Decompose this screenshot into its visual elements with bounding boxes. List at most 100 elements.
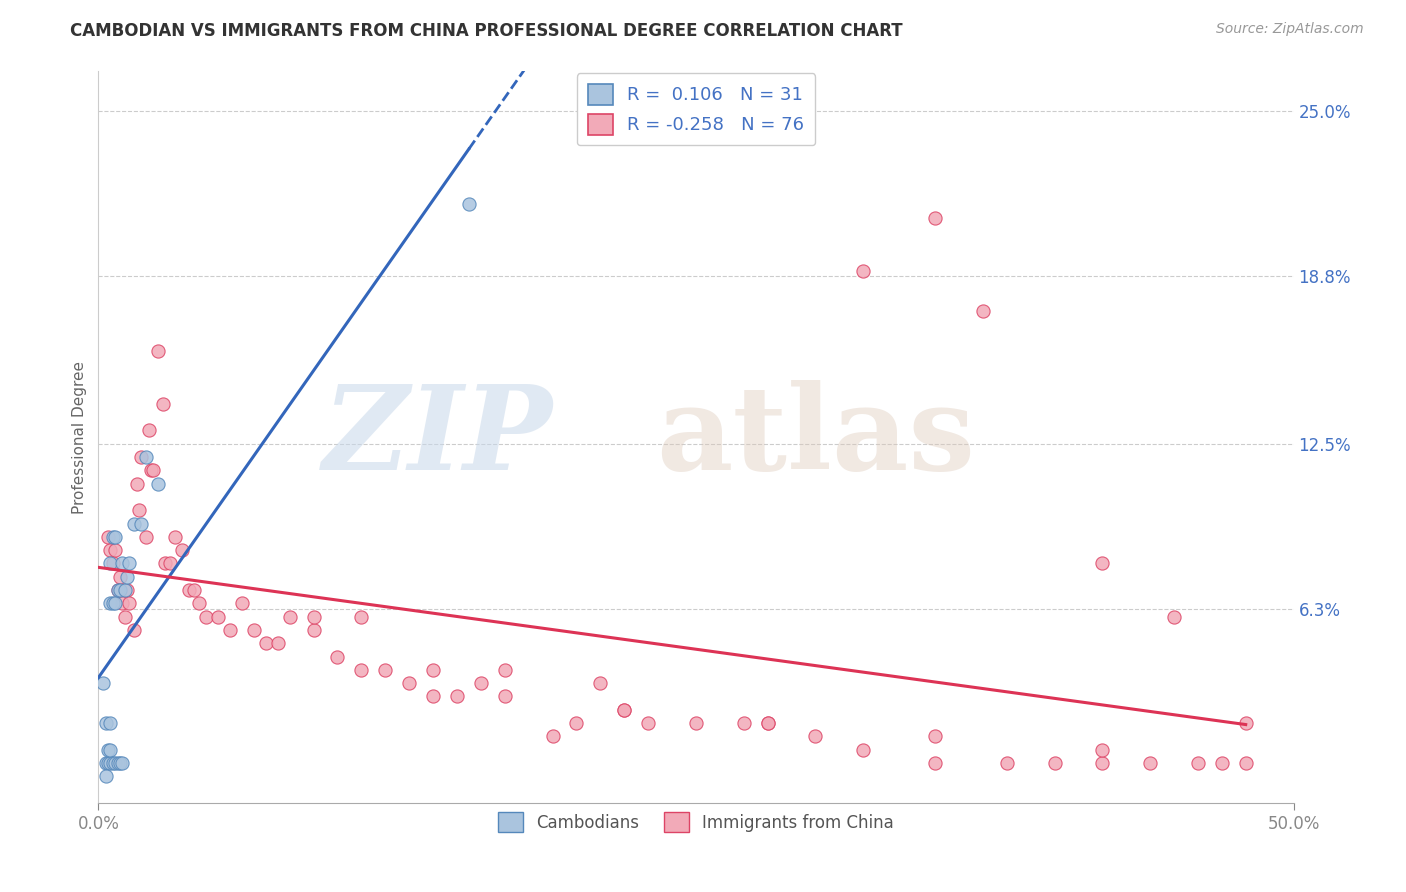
Text: atlas: atlas — [657, 380, 974, 494]
Point — [101, 530, 124, 544]
Point — [111, 557, 134, 571]
Point — [1091, 742, 1114, 756]
Point — [995, 756, 1018, 770]
Point — [94, 769, 117, 783]
Point — [94, 756, 117, 770]
Point — [107, 756, 129, 770]
Point — [756, 716, 779, 731]
Point — [494, 663, 516, 677]
Point — [852, 264, 875, 278]
Point — [494, 690, 516, 704]
Point — [924, 729, 946, 743]
Point — [97, 742, 120, 756]
Point — [254, 636, 277, 650]
Legend: Cambodians, Immigrants from China: Cambodians, Immigrants from China — [491, 805, 901, 838]
Point — [422, 663, 444, 677]
Point — [589, 676, 612, 690]
Point — [733, 716, 755, 731]
Point — [195, 609, 218, 624]
Point — [98, 596, 122, 610]
Point — [118, 596, 141, 610]
Point — [114, 609, 136, 624]
Point — [104, 543, 127, 558]
Point — [1234, 716, 1257, 731]
Point — [98, 543, 122, 558]
Point — [1187, 756, 1209, 770]
Point — [101, 557, 124, 571]
Point — [267, 636, 290, 650]
Point — [852, 742, 875, 756]
Point — [637, 716, 659, 731]
Point — [422, 690, 444, 704]
Point — [115, 570, 138, 584]
Point — [1139, 756, 1161, 770]
Point — [374, 663, 396, 677]
Point — [118, 557, 141, 571]
Point — [111, 596, 134, 610]
Point — [107, 582, 129, 597]
Point — [219, 623, 242, 637]
Point — [179, 582, 201, 597]
Point — [1234, 756, 1257, 770]
Point — [139, 463, 162, 477]
Point — [97, 756, 120, 770]
Point — [101, 596, 124, 610]
Point — [131, 516, 153, 531]
Point — [108, 570, 131, 584]
Point — [107, 582, 129, 597]
Point — [1043, 756, 1066, 770]
Point — [104, 756, 127, 770]
Point — [685, 716, 707, 731]
Point — [142, 463, 165, 477]
Point — [148, 476, 170, 491]
Point — [326, 649, 349, 664]
Point — [148, 343, 170, 358]
Point — [108, 582, 131, 597]
Point — [115, 582, 138, 597]
Y-axis label: Professional Degree: Professional Degree — [72, 360, 87, 514]
Point — [1091, 557, 1114, 571]
Point — [98, 716, 122, 731]
Point — [302, 623, 325, 637]
Point — [172, 543, 194, 558]
Point — [278, 609, 301, 624]
Point — [135, 530, 157, 544]
Point — [124, 516, 146, 531]
Point — [183, 582, 205, 597]
Point — [924, 211, 946, 225]
Point — [155, 557, 177, 571]
Point — [125, 476, 148, 491]
Point — [924, 756, 946, 770]
Point — [131, 450, 153, 464]
Point — [98, 557, 122, 571]
Text: Source: ZipAtlas.com: Source: ZipAtlas.com — [1216, 22, 1364, 37]
Text: ZIP: ZIP — [322, 380, 553, 494]
Point — [302, 609, 325, 624]
Point — [104, 530, 127, 544]
Point — [108, 756, 131, 770]
Point — [350, 663, 373, 677]
Point — [972, 303, 994, 318]
Point — [1211, 756, 1233, 770]
Point — [91, 676, 114, 690]
Point — [187, 596, 209, 610]
Point — [243, 623, 266, 637]
Point — [97, 530, 120, 544]
Point — [470, 676, 492, 690]
Point — [159, 557, 181, 571]
Point — [94, 716, 117, 731]
Point — [756, 716, 779, 731]
Point — [98, 756, 122, 770]
Point — [98, 742, 122, 756]
Text: CAMBODIAN VS IMMIGRANTS FROM CHINA PROFESSIONAL DEGREE CORRELATION CHART: CAMBODIAN VS IMMIGRANTS FROM CHINA PROFE… — [70, 22, 903, 40]
Point — [565, 716, 588, 731]
Point — [128, 503, 150, 517]
Point — [152, 397, 174, 411]
Point — [207, 609, 229, 624]
Point — [541, 729, 564, 743]
Point — [104, 596, 127, 610]
Point — [124, 623, 146, 637]
Point — [111, 756, 134, 770]
Point — [613, 703, 636, 717]
Point — [101, 756, 124, 770]
